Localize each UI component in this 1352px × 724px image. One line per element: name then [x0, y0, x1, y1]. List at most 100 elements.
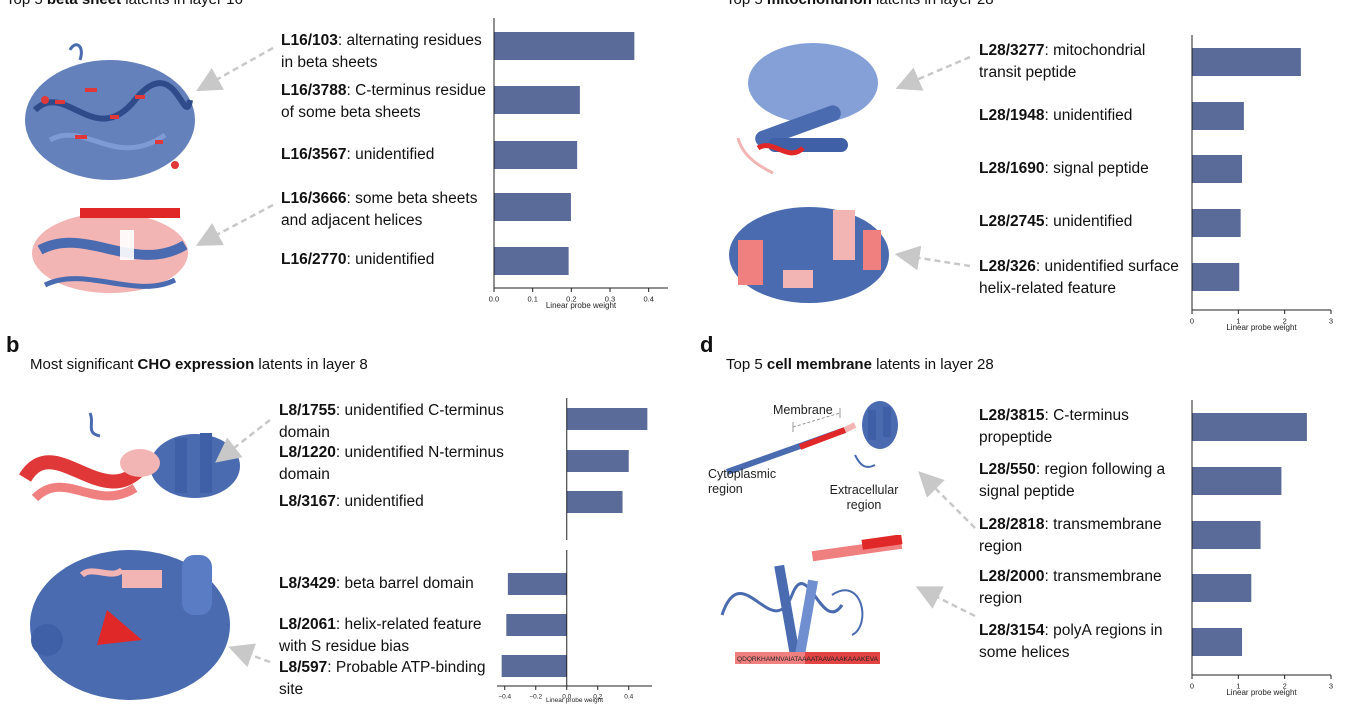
label-b-1: L8/1220: unidentified N-terminus domain [279, 442, 539, 486]
label-d-4: L28/3154: polyA regions in some helices [979, 620, 1179, 664]
panel-b-letter: b [6, 332, 20, 357]
x-tick-label: 0.2 [566, 295, 576, 304]
x-axis-label: Linear probe weight [1226, 323, 1297, 332]
latent-id: L28/2000 [979, 568, 1045, 585]
protein-structure-b2 [30, 550, 230, 700]
label-d-2: L28/2818: transmembrane region [979, 514, 1164, 558]
latent-desc: : unidentified [346, 251, 435, 268]
plot-area: 0 1 2 3 Linear probe weight [1190, 35, 1333, 332]
bar-L8-3429 [507, 573, 567, 595]
label-c-3: L28/2745: unidentified [979, 211, 1179, 233]
x-tick-label: 0.1 [527, 295, 537, 304]
latent-desc: : Probable ATP-binding site [279, 659, 486, 698]
bar-L16-3567 [494, 141, 578, 169]
latent-desc: : transmembrane region [979, 516, 1162, 555]
latent-id: L28/2745 [979, 213, 1045, 230]
bar-L8-1755 [566, 408, 648, 430]
x-tick-label: 0.2 [593, 694, 602, 701]
membrane-protein-illustration [725, 401, 898, 475]
latent-desc: : transmembrane region [979, 568, 1162, 607]
x-tick-label: 0 [1190, 682, 1194, 691]
bar-L16-103 [494, 32, 635, 60]
protein-structure-c1 [736, 43, 878, 175]
title-bold: cell membrane [766, 356, 872, 373]
x-tick-label: 0 [1190, 317, 1194, 326]
bar-L28-2818 [1192, 521, 1261, 549]
label-c-4: L28/326: unidentified surface helix-rela… [979, 256, 1194, 300]
bar-L28-2745 [1192, 209, 1241, 237]
protein-structure-c2 [729, 207, 889, 303]
latent-desc: : C-terminus residue of some beta sheets [281, 82, 487, 121]
label-c-2: L28/1690: signal peptide [979, 158, 1179, 180]
bar-L28-1690 [1192, 155, 1243, 183]
label-b-0: L8/1755: unidentified C-terminus domain [279, 400, 539, 444]
x-tick-label: 2 [1283, 317, 1287, 326]
latent-desc: : mitochondrial transit peptide [979, 42, 1146, 81]
x-tick-label: 3 [1329, 317, 1333, 326]
label-b-4: L8/2061: helix-related feature with S re… [279, 614, 504, 658]
x-tick-label: 0.4 [643, 295, 653, 304]
latent-id: L28/326 [979, 258, 1036, 275]
protein-structure-d2 [720, 535, 903, 655]
latent-desc: : polyA regions in some helices [979, 622, 1163, 661]
latent-desc: : alternating residues in beta sheets [281, 32, 482, 71]
title-bold: beta sheet [47, 0, 121, 8]
bar-L28-3815 [1192, 413, 1307, 441]
latent-id: L28/3277 [979, 42, 1045, 59]
latent-desc: : signal peptide [1044, 160, 1149, 177]
bar-L28-3277 [1192, 48, 1301, 76]
x-axis-label: Linear probe weight [546, 301, 617, 310]
latent-id: L28/3815 [979, 407, 1045, 424]
latent-id: L28/1948 [979, 107, 1045, 124]
label-c-0: L28/3277: mitochondrial transit peptide [979, 40, 1164, 84]
latent-id: L8/1755 [279, 402, 336, 419]
latent-id: L28/550 [979, 461, 1036, 478]
title-bold: mitochondrion [767, 0, 872, 8]
latent-id: L16/103 [281, 32, 338, 49]
latent-desc: : some beta sheets and adjacent helices [281, 190, 478, 229]
plot-area: 0.0 0.1 0.2 0.3 0.4 Linear probe weight [489, 18, 668, 310]
arrows-b [215, 419, 271, 668]
title-post: latents in layer 8 [254, 356, 368, 373]
label-c-1: L28/1948: unidentified [979, 105, 1179, 127]
panel-c-title: Top 5 mitochondrion latents in layer 28 [726, 0, 994, 8]
title-pre: Top 5 [726, 356, 767, 373]
arrows-a [195, 46, 274, 246]
label-a-2: L16/3567: unidentified [281, 144, 496, 166]
panel-d-letter: d [700, 332, 714, 357]
latent-id: L8/3167 [279, 493, 336, 510]
sequence-strip: QDQRKHAMNVAIATAAAATAAVAAAKAAAKEVA [735, 652, 880, 664]
label-d-1: L28/550: region following a signal pepti… [979, 459, 1179, 503]
title-bold: CHO expression [137, 356, 255, 373]
bar-L8-1220 [566, 450, 629, 472]
plot-area: 0 1 2 3 Linear probe weight [1190, 400, 1333, 697]
bar-chart-b: −0.4 −0.2 0.0 0.2 0.4 Linear probe weight [497, 398, 652, 704]
x-tick-label: −0.2 [529, 694, 542, 701]
latent-desc: : unidentified N-terminus domain [279, 444, 504, 483]
extracellular-label: Extracellular region [829, 483, 899, 512]
latent-desc: : unidentified [1044, 213, 1133, 230]
bar-L28-550 [1192, 467, 1282, 495]
cytoplasmic-label: Cytoplasmic region [708, 467, 777, 496]
title-post: latents in layer 16 [121, 0, 243, 8]
label-a-4: L16/2770: unidentified [281, 249, 496, 271]
x-tick-label: 1 [1236, 682, 1240, 691]
label-b-3: L8/3429: beta barrel domain [279, 573, 509, 595]
latent-id: L28/1690 [979, 160, 1045, 177]
latent-id: L28/2818 [979, 516, 1045, 533]
latent-desc: : unidentified C-terminus domain [279, 402, 504, 441]
arrows-c [895, 55, 971, 271]
plot-area: −0.4 −0.2 0.0 0.2 0.4 Linear probe weight [497, 398, 652, 704]
protein-structure-b1 [19, 412, 240, 502]
label-d-0: L28/3815: C-terminus propeptide [979, 405, 1164, 449]
latent-desc: : beta barrel domain [335, 575, 474, 592]
title-pre: Top 5 [726, 0, 767, 8]
x-tick-label: −0.4 [498, 694, 511, 701]
label-b-2: L8/3167: unidentified [279, 491, 539, 513]
latent-id: L8/3429 [279, 575, 336, 592]
bar-L16-2770 [494, 247, 569, 275]
bar-L28-326 [1192, 263, 1240, 291]
latent-id: L8/2061 [279, 616, 336, 633]
title-post: latents in layer 28 [872, 0, 994, 8]
protein-structure-a2 [32, 208, 188, 293]
